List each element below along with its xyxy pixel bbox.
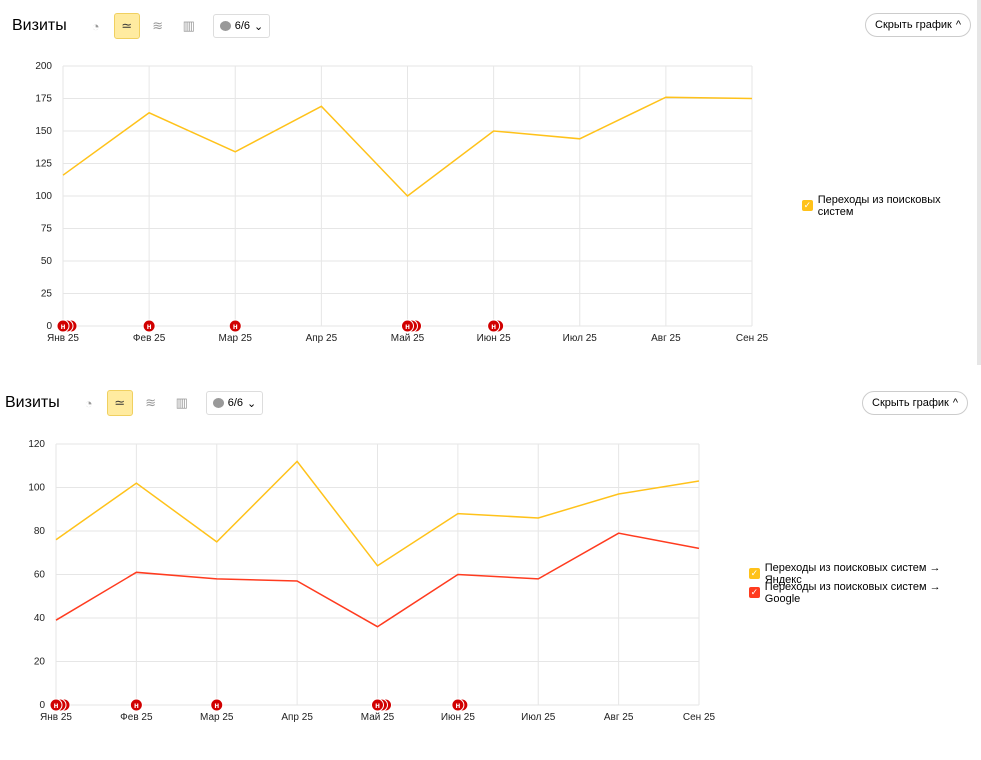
x-tick-label: Июн 25 <box>477 333 512 344</box>
note-marker[interactable]: н <box>49 698 63 712</box>
x-tick-label: Сен 25 <box>736 333 769 344</box>
notes-count: 6/6 <box>227 397 244 409</box>
hide-chart-button[interactable]: Скрыть график ^ <box>865 13 972 37</box>
line-chart-icon[interactable]: ≃ <box>106 390 133 416</box>
y-tick-label: 125 <box>35 159 52 170</box>
legend-item[interactable]: ✓ Переходы из поисковых систем → Google <box>749 580 975 605</box>
x-tick-label: Янв 25 <box>47 333 79 344</box>
x-tick-label: Мар 25 <box>200 712 234 723</box>
legend-label: Переходы из поисковых систем → Яндекс <box>764 561 941 586</box>
y-tick-label: 100 <box>35 191 52 202</box>
comment-icon <box>219 21 231 31</box>
chart-toolbar: Визиты ◔ ≃ ≋ ▥ 6/6 ⌄ <box>12 13 271 39</box>
hide-chart-label: Скрыть график <box>872 397 949 409</box>
legend-label: Переходы из поисковых систем → Google <box>764 580 941 605</box>
y-tick-label: 75 <box>41 224 53 235</box>
legend-label: Переходы из поисковых систем <box>817 193 941 218</box>
legend-item[interactable]: ✓ Переходы из поисковых систем → Яндекс <box>749 561 975 586</box>
svg-text:н: н <box>54 701 59 710</box>
x-tick-label: Фев 25 <box>133 333 166 344</box>
line-chart-icon[interactable]: ≃ <box>113 13 140 39</box>
svg-text:н: н <box>375 701 380 710</box>
x-tick-label: Июл 25 <box>521 712 556 723</box>
note-marker[interactable]: н <box>210 698 224 712</box>
legend-item[interactable]: ✓ Переходы из поисковых систем <box>802 193 975 218</box>
svg-text:н: н <box>405 322 410 331</box>
pie-chart-icon[interactable]: ◔ <box>84 395 93 411</box>
x-tick-label: Апр 25 <box>306 333 338 344</box>
y-tick-label: 0 <box>46 321 52 332</box>
note-marker[interactable]: н <box>129 698 143 712</box>
y-tick-label: 25 <box>41 289 53 300</box>
x-tick-label: Май 25 <box>391 333 425 344</box>
svg-text:н: н <box>214 701 219 710</box>
note-marker[interactable]: н <box>228 319 242 333</box>
chevron-down-icon: ⌄ <box>247 397 257 410</box>
chart-plot: 0 25 50 75 100 125 150 175 200 Янв 25 Фев 25 Мар 25… <box>35 61 769 344</box>
series-line <box>55 532 700 628</box>
x-tick-label: Мар 25 <box>219 333 253 344</box>
x-tick-label: Сен 25 <box>683 712 716 723</box>
note-marker[interactable]: н <box>142 319 156 333</box>
chart-panel-2: Визиты ◔ ≃ ≋ ▥ 6/6 ⌄ Скрыть график ^ ✓ Пере… <box>0 380 975 741</box>
pie-chart-icon[interactable]: ◔ <box>91 18 100 34</box>
note-marker[interactable]: н <box>56 319 70 333</box>
chart-title: Визиты <box>5 394 60 411</box>
hide-chart-label: Скрыть график <box>875 19 952 31</box>
y-tick-label: 120 <box>28 439 45 450</box>
y-tick-label: 80 <box>34 526 46 537</box>
notes-count: 6/6 <box>234 20 251 32</box>
y-tick-label: 50 <box>41 256 53 267</box>
svg-text:н: н <box>147 322 152 331</box>
x-tick-label: Авг 25 <box>604 712 634 723</box>
bar-chart-icon[interactable]: ▥ <box>175 395 188 410</box>
y-tick-label: 40 <box>34 613 46 624</box>
scrollbar[interactable] <box>977 0 981 365</box>
legend: ✓ Переходы из поисковых систем → Яндекс ✓ П… <box>749 561 975 605</box>
x-tick-label: Янв 25 <box>40 712 72 723</box>
checkbox-checked-icon[interactable]: ✓ <box>749 568 760 579</box>
chevron-down-icon: ⌄ <box>254 20 264 33</box>
y-tick-label: 0 <box>39 700 45 711</box>
chart-title: Визиты <box>12 17 67 34</box>
notes-dropdown[interactable]: 6/6 ⌄ <box>205 391 264 415</box>
notes-dropdown[interactable]: 6/6 ⌄ <box>212 14 271 38</box>
comment-icon <box>212 398 224 408</box>
x-tick-label: Апр 25 <box>281 712 313 723</box>
note-marker[interactable]: н <box>451 698 465 712</box>
y-tick-label: 200 <box>35 61 52 72</box>
chart-plot: 0 20 40 60 80 100 120 Янв 25 Фев 25 Мар 25 Апр 25 М… <box>28 439 716 723</box>
chart-panel-1: Визиты ◔ ≃ ≋ ▥ 6/6 ⌄ Скрыть график ^ ✓ Пере… <box>0 0 975 370</box>
note-marker[interactable]: н <box>371 698 384 712</box>
checkbox-checked-icon[interactable]: ✓ <box>802 200 813 211</box>
bar-chart-icon[interactable]: ▥ <box>182 18 195 33</box>
svg-text:н: н <box>455 701 460 710</box>
stacked-area-icon[interactable]: ≋ <box>145 395 157 410</box>
x-tick-label: Июл 25 <box>563 333 598 344</box>
legend: ✓ Переходы из поисковых систем <box>802 193 975 218</box>
note-marker[interactable]: н <box>487 319 501 333</box>
y-tick-label: 100 <box>28 483 45 494</box>
svg-text:н: н <box>233 322 238 331</box>
series-line <box>62 96 753 197</box>
chevron-up-icon: ^ <box>955 19 962 31</box>
chart-toolbar: Визиты ◔ ≃ ≋ ▥ 6/6 ⌄ <box>5 390 264 416</box>
y-tick-label: 175 <box>35 94 52 105</box>
svg-text:н: н <box>61 322 66 331</box>
svg-text:н: н <box>134 701 139 710</box>
series-line <box>55 460 700 567</box>
stacked-area-icon[interactable]: ≋ <box>152 18 164 33</box>
chevron-up-icon: ^ <box>952 397 959 409</box>
x-tick-label: Май 25 <box>361 712 395 723</box>
x-tick-label: Июн 25 <box>441 712 476 723</box>
y-tick-label: 60 <box>34 570 46 581</box>
svg-text:н: н <box>491 322 496 331</box>
y-tick-label: 20 <box>34 657 46 668</box>
x-tick-label: Авг 25 <box>651 333 681 344</box>
hide-chart-button[interactable]: Скрыть график ^ <box>862 391 969 415</box>
x-tick-label: Фев 25 <box>120 712 153 723</box>
checkbox-checked-icon[interactable]: ✓ <box>749 587 760 598</box>
note-marker[interactable]: н <box>401 319 414 333</box>
y-tick-label: 150 <box>35 126 52 137</box>
